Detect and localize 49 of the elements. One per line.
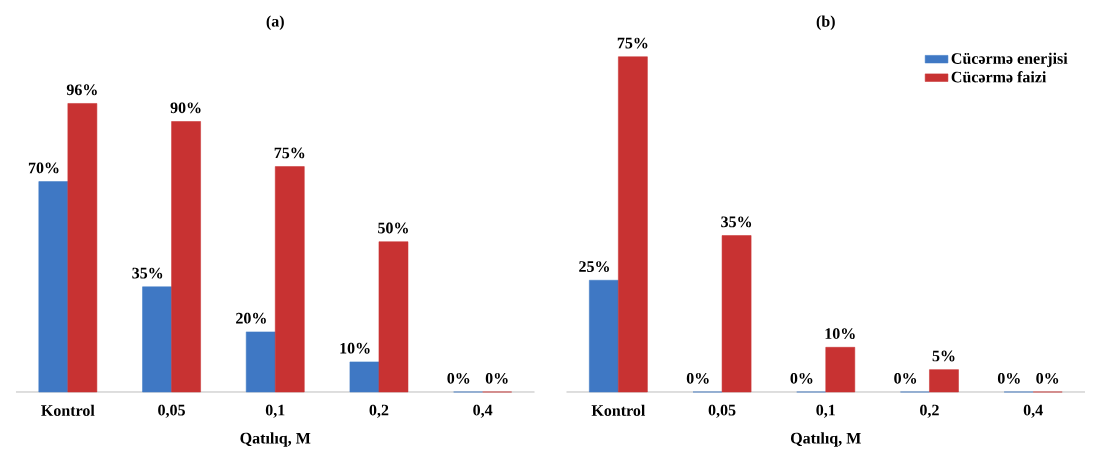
bar (274, 166, 305, 393)
data-label: 35% (721, 216, 752, 228)
data-label: 0% (894, 372, 917, 384)
x-tick-label: Kontrol (41, 404, 95, 416)
bar (38, 181, 69, 393)
bar (618, 56, 648, 393)
data-label: 0% (485, 372, 508, 384)
data-label: 25% (579, 261, 609, 272)
x-tick-label: 0,1 (816, 404, 835, 418)
data-label: 0% (686, 372, 709, 384)
x-tick-label: 0,2 (920, 404, 939, 418)
legend-label: Cücərmə faizi (951, 71, 1047, 83)
data-label: 10% (340, 342, 370, 354)
x-tick-label: 0,4 (473, 404, 493, 418)
bar (245, 331, 276, 393)
data-label: 5% (932, 350, 955, 362)
data-label: 0% (447, 372, 470, 384)
data-label: 0% (1036, 372, 1059, 384)
data-label: 10% (825, 328, 855, 340)
x-tick-label: 0,1 (265, 404, 285, 418)
chart-title: (b) (816, 15, 835, 30)
legend-label: Cücərmə enerjisi (951, 52, 1068, 68)
data-label: 0% (790, 372, 813, 384)
x-axis-title: Qatılıq, M (240, 432, 311, 447)
data-label: 75% (274, 147, 305, 159)
x-tick-label: Kontrol (591, 404, 646, 416)
data-label: 96% (66, 84, 97, 96)
bar (589, 279, 619, 393)
data-label: 90% (170, 102, 201, 114)
bar (721, 235, 752, 393)
data-label: 20% (236, 312, 266, 324)
bar (171, 121, 201, 393)
x-tick-label: 0,05 (708, 404, 736, 418)
data-label: 50% (378, 222, 408, 234)
bar (349, 361, 380, 393)
data-label: 0% (997, 372, 1020, 384)
x-tick-label: 0,2 (369, 404, 389, 418)
data-label: 35% (132, 267, 163, 279)
bar (142, 286, 172, 393)
bar (929, 369, 959, 393)
bar (825, 347, 856, 393)
data-label: 75% (617, 37, 648, 49)
chart-title: (a) (266, 15, 284, 30)
x-axis-title: Qatılıq, M (790, 432, 861, 447)
data-label: 70% (28, 162, 59, 174)
bar (67, 103, 98, 393)
x-tick-label: 0,4 (1023, 404, 1043, 418)
x-tick-label: 0,05 (158, 404, 185, 418)
bar (378, 241, 409, 393)
